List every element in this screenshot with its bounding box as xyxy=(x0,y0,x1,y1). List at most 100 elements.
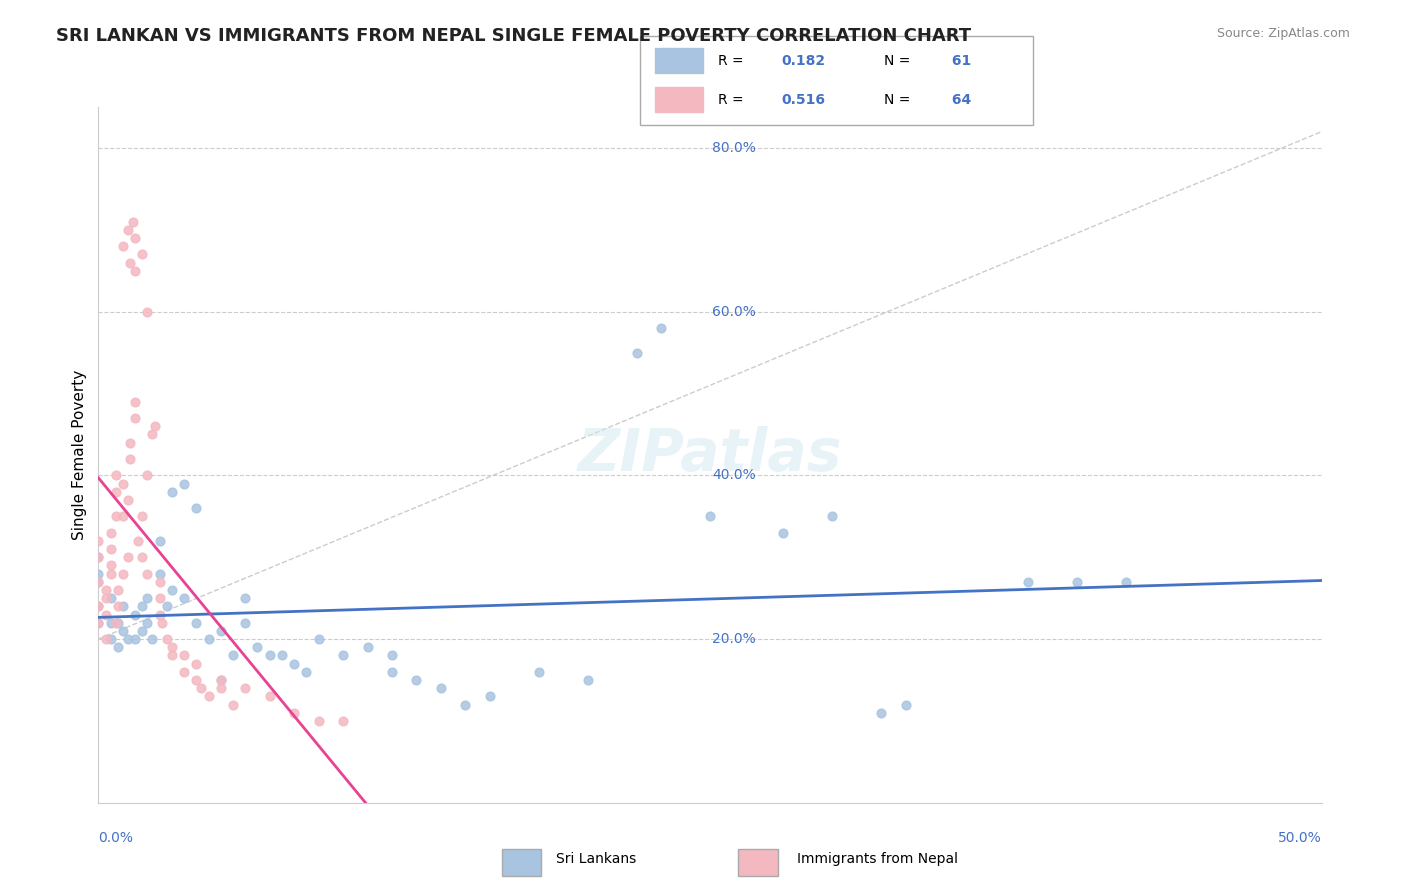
Point xyxy=(209,673,232,687)
Point xyxy=(209,681,232,696)
Point xyxy=(87,615,110,630)
Point xyxy=(308,632,330,646)
Point xyxy=(94,632,117,646)
Point xyxy=(186,657,208,671)
Text: 0.0%: 0.0% xyxy=(98,830,134,845)
Point xyxy=(87,550,110,565)
Point xyxy=(100,615,122,630)
Point xyxy=(160,648,183,663)
Point xyxy=(454,698,477,712)
Point xyxy=(87,599,110,614)
Point xyxy=(117,492,139,507)
Point xyxy=(87,574,110,589)
Point xyxy=(104,468,127,483)
Text: 0.182: 0.182 xyxy=(782,54,825,68)
Point xyxy=(332,714,354,728)
Point xyxy=(87,566,110,581)
Point xyxy=(283,657,305,671)
Point xyxy=(173,665,195,679)
Point xyxy=(131,624,153,638)
Point xyxy=(160,582,183,597)
Point xyxy=(107,582,129,597)
FancyBboxPatch shape xyxy=(655,48,703,73)
Point xyxy=(127,533,149,548)
Point xyxy=(124,231,146,245)
Point xyxy=(150,615,173,630)
Point xyxy=(94,582,117,597)
Point xyxy=(94,607,117,622)
Point xyxy=(136,304,159,318)
Text: N =: N = xyxy=(884,54,914,68)
Point xyxy=(149,566,172,581)
Point xyxy=(209,624,232,638)
Text: Source: ZipAtlas.com: Source: ZipAtlas.com xyxy=(1216,27,1350,40)
Point xyxy=(104,615,127,630)
Point xyxy=(156,632,179,646)
Point xyxy=(149,591,172,606)
Point xyxy=(117,550,139,565)
Text: N =: N = xyxy=(884,93,914,107)
Text: 50.0%: 50.0% xyxy=(1278,830,1322,845)
Point xyxy=(295,665,318,679)
Point xyxy=(87,574,110,589)
Point xyxy=(124,411,146,425)
Point xyxy=(107,640,129,655)
Point xyxy=(186,615,208,630)
Point xyxy=(124,264,146,278)
Point xyxy=(197,632,219,646)
Point xyxy=(131,247,153,261)
Point xyxy=(111,599,134,614)
Point xyxy=(120,255,142,269)
Point xyxy=(120,435,142,450)
Point xyxy=(100,558,122,573)
Point xyxy=(430,681,453,696)
Point xyxy=(160,484,183,499)
Text: R =: R = xyxy=(718,54,748,68)
Point xyxy=(246,640,269,655)
Point xyxy=(87,599,110,614)
Point xyxy=(117,223,139,237)
Point xyxy=(160,640,183,655)
Point xyxy=(186,673,208,687)
Point xyxy=(100,542,122,557)
Point xyxy=(136,591,159,606)
Point xyxy=(1066,574,1088,589)
Text: 61: 61 xyxy=(946,54,972,68)
Point xyxy=(772,525,794,540)
Point xyxy=(259,690,281,704)
FancyBboxPatch shape xyxy=(655,87,703,112)
Point xyxy=(173,648,195,663)
Y-axis label: Single Female Poverty: Single Female Poverty xyxy=(72,370,87,540)
Point xyxy=(173,476,195,491)
Point xyxy=(136,566,159,581)
Point xyxy=(332,648,354,663)
Point xyxy=(894,698,917,712)
Point xyxy=(1115,574,1137,589)
Point xyxy=(190,681,212,696)
Text: 80.0%: 80.0% xyxy=(713,141,756,155)
Point xyxy=(1017,574,1039,589)
Point xyxy=(149,533,172,548)
Point xyxy=(222,698,245,712)
Point xyxy=(111,624,134,638)
Point xyxy=(131,509,153,524)
Text: SRI LANKAN VS IMMIGRANTS FROM NEPAL SINGLE FEMALE POVERTY CORRELATION CHART: SRI LANKAN VS IMMIGRANTS FROM NEPAL SING… xyxy=(56,27,972,45)
Point xyxy=(136,468,159,483)
Point xyxy=(222,648,245,663)
Point xyxy=(107,599,129,614)
Point xyxy=(131,550,153,565)
Point xyxy=(104,484,127,499)
Point xyxy=(308,714,330,728)
Point xyxy=(527,665,550,679)
Point xyxy=(87,550,110,565)
Point xyxy=(141,427,163,442)
Point xyxy=(209,673,232,687)
Point xyxy=(156,599,179,614)
Point xyxy=(381,665,404,679)
Point xyxy=(111,239,134,253)
Point xyxy=(197,690,219,704)
Point xyxy=(173,591,195,606)
Point xyxy=(124,632,146,646)
Point xyxy=(356,640,378,655)
Point xyxy=(381,648,404,663)
